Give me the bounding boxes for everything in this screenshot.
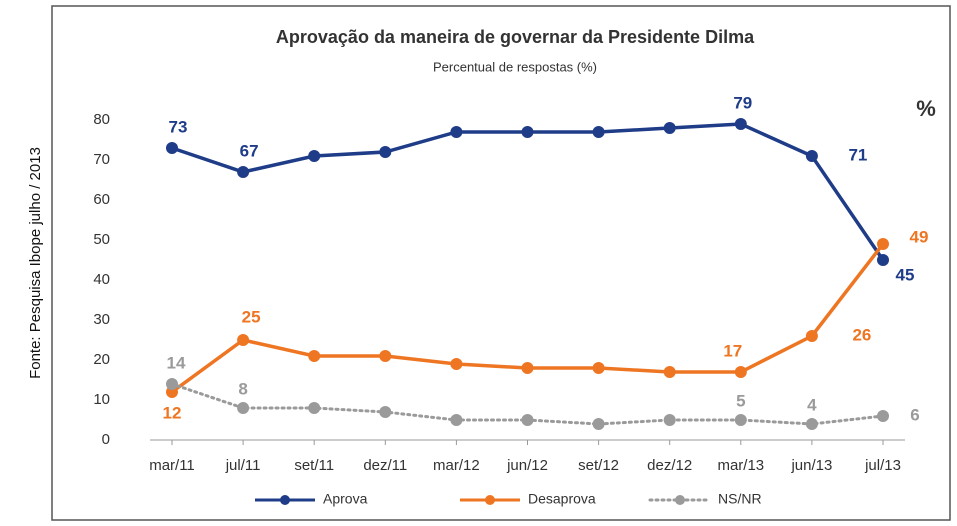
y-tick-label: 0 <box>102 431 110 448</box>
x-tick-label: jun/12 <box>506 457 548 474</box>
point <box>734 118 747 130</box>
data-label: 67 <box>240 141 259 160</box>
y-tick-label: 10 <box>93 391 110 408</box>
point <box>877 254 889 266</box>
point <box>237 166 250 178</box>
data-label: 12 <box>163 403 182 422</box>
point <box>592 362 605 374</box>
data-label: 26 <box>852 325 871 344</box>
data-label: 6 <box>910 405 919 424</box>
data-label: 5 <box>736 391 745 410</box>
point <box>877 410 889 422</box>
data-label: 8 <box>238 379 247 398</box>
point <box>308 402 321 414</box>
point <box>521 126 534 138</box>
point <box>379 350 392 362</box>
x-tick-label: mar/13 <box>717 457 764 474</box>
point <box>166 142 178 154</box>
data-label: 71 <box>848 145 867 164</box>
point <box>521 362 534 374</box>
x-tick-label: dez/12 <box>647 457 692 474</box>
chart-frame <box>51 5 951 521</box>
legend-marker <box>485 495 495 505</box>
point <box>592 418 605 430</box>
y-tick-label: 20 <box>93 351 110 368</box>
data-label: 25 <box>242 307 261 326</box>
legend-marker <box>675 495 685 505</box>
data-label: 49 <box>910 227 929 246</box>
point <box>237 334 250 346</box>
y-tick-label: 50 <box>93 231 110 248</box>
point <box>308 350 321 362</box>
data-label: 45 <box>896 265 915 284</box>
chart-subtitle: Percentual de respostas (%) <box>433 59 597 74</box>
source-note: Fonte: Pesquisa Ibope julho / 2013 <box>27 147 44 379</box>
point <box>592 126 605 138</box>
x-tick-label: dez/11 <box>363 457 407 474</box>
point <box>734 414 747 426</box>
point <box>379 146 392 158</box>
legend-label: NS/NR <box>718 491 762 507</box>
y-tick-label: 60 <box>93 191 110 208</box>
point <box>450 358 463 370</box>
data-label: 17 <box>723 341 742 360</box>
x-tick-label: jul/13 <box>864 457 901 474</box>
y-tick-label: 40 <box>93 271 110 288</box>
legend-label: Desaprova <box>528 491 596 507</box>
point <box>308 150 321 162</box>
x-tick-label: set/11 <box>294 457 334 474</box>
data-label: 73 <box>169 117 188 136</box>
point <box>663 366 676 378</box>
point <box>663 414 676 426</box>
point <box>734 366 747 378</box>
data-label: 14 <box>167 353 186 372</box>
x-tick-label: jul/11 <box>225 457 261 474</box>
point <box>237 402 250 414</box>
point <box>450 126 463 138</box>
point <box>805 418 818 430</box>
y-tick-label: 80 <box>93 111 110 128</box>
y-tick-label: 70 <box>93 151 110 168</box>
point <box>663 122 676 134</box>
x-tick-label: mar/11 <box>149 457 195 474</box>
x-tick-label: jun/13 <box>790 457 832 474</box>
x-tick-label: mar/12 <box>433 457 480 474</box>
legend-marker <box>280 495 290 505</box>
point <box>166 378 178 390</box>
y-tick-label: 30 <box>93 311 110 328</box>
point <box>450 414 463 426</box>
point <box>877 238 889 250</box>
point <box>805 330 818 342</box>
point <box>379 406 392 418</box>
data-label: 79 <box>733 93 752 112</box>
x-tick-label: set/12 <box>578 457 619 474</box>
unit-label: % <box>916 96 936 121</box>
legend-label: Aprova <box>323 491 368 507</box>
point <box>805 150 818 162</box>
chart-title: Aprovação da maneira de governar da Pres… <box>276 27 755 47</box>
data-label: 4 <box>807 395 817 414</box>
point <box>521 414 534 426</box>
